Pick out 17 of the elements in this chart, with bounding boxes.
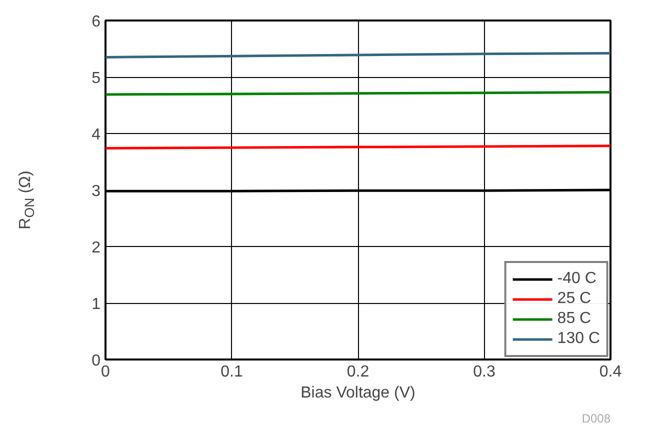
- y-tick-label: 5: [92, 70, 101, 87]
- y-tick-label: 3: [92, 183, 101, 200]
- legend-label: 25 C: [557, 290, 592, 308]
- x-tick-label: 0.4: [599, 364, 622, 380]
- y-tick-label: 6: [92, 14, 101, 30]
- y-tick-label: 2: [92, 240, 101, 256]
- y-tick-label: 1: [92, 296, 101, 313]
- legend-label: 85 C: [557, 310, 592, 328]
- legend-label: -40 C: [557, 270, 596, 288]
- y-tick-label: 0: [92, 352, 101, 370]
- x-axis-title: Bias Voltage (V): [300, 384, 416, 402]
- x-tick-label: 0.3: [473, 364, 496, 380]
- y-tick-label: 4: [92, 126, 101, 144]
- x-tick-label: 0.1: [220, 364, 243, 380]
- text: D008: [582, 412, 611, 426]
- legend-label: 130 C: [557, 330, 600, 348]
- x-tick-label: 0.2: [346, 364, 370, 380]
